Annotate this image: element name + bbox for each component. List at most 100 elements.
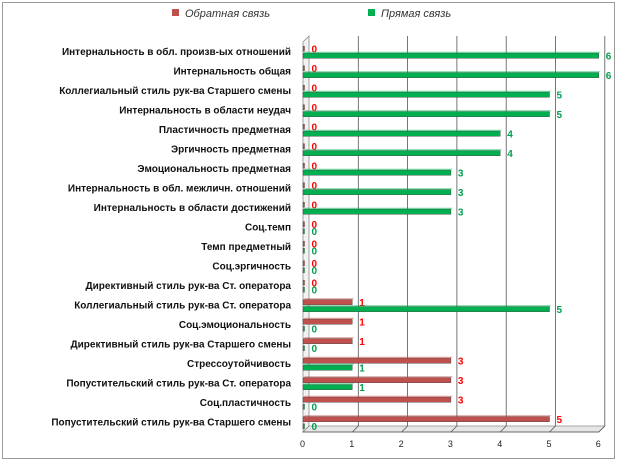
bar-direct-top [303, 207, 453, 210]
data-label-direct: 0 [312, 344, 318, 355]
data-label-reverse: 0 [312, 278, 318, 289]
legend: Обратная связь Прямая связь [0, 8, 619, 24]
data-label-reverse: 1 [359, 298, 365, 309]
bar-direct [302, 53, 599, 59]
bar-direct [302, 170, 452, 176]
gridline-floor [499, 425, 507, 433]
bar-reverse [302, 319, 353, 325]
bar-reverse [302, 280, 305, 286]
data-label-reverse: 3 [458, 376, 464, 387]
x-tick-label: 2 [399, 439, 404, 449]
x-tick-label: 6 [596, 439, 601, 449]
bar-direct-top [303, 149, 503, 151]
data-label-direct: 0 [312, 285, 318, 296]
legend-item-reverse: Обратная связь [172, 8, 270, 20]
bar-direct [302, 306, 550, 312]
gridline-floor [352, 425, 359, 433]
bar-reverse [302, 163, 305, 169]
bar-reverse [302, 124, 305, 130]
bar-direct [302, 228, 305, 234]
x-tick-label: 0 [300, 439, 305, 449]
bar-direct [302, 131, 501, 137]
data-label-direct: 5 [557, 90, 563, 101]
category-label: Соц.эргичность [212, 261, 291, 272]
bar-direct [302, 326, 305, 332]
category-label: Коллегиальный стиль рук-ва Ст. оператора [74, 300, 291, 311]
bar-reverse [302, 65, 305, 71]
category-label: Темп предметный [201, 242, 291, 253]
bar-reverse [302, 221, 305, 227]
x-tick-label: 4 [497, 439, 502, 449]
category-label: Попустительский стиль рук-ва Ст. операто… [66, 378, 291, 389]
bar-reverse [302, 143, 305, 149]
data-label-direct: 0 [312, 324, 318, 335]
data-label-reverse: 1 [359, 337, 365, 348]
bar-reverse [302, 377, 452, 383]
data-label-reverse: 0 [312, 83, 318, 94]
bar-direct [302, 150, 501, 156]
data-label-direct: 5 [557, 305, 563, 316]
bar-direct [302, 384, 353, 390]
data-label-reverse: 0 [312, 259, 318, 270]
data-label-reverse: 0 [312, 220, 318, 231]
data-label-direct: 3 [458, 168, 464, 179]
bar-direct [302, 423, 305, 429]
data-label-direct: 0 [312, 402, 318, 413]
category-label: Соц.эмоциональность [179, 320, 291, 331]
bar-direct [302, 287, 305, 293]
bar-reverse [302, 46, 305, 52]
category-label: Интернальность общая [173, 65, 291, 77]
bar-direct-top [303, 168, 453, 171]
data-label-reverse: 0 [312, 161, 318, 172]
bar-reverse [302, 260, 305, 266]
data-label-reverse: 0 [312, 122, 318, 133]
gridline-floor [401, 425, 408, 433]
x-tick-label: 5 [547, 439, 552, 449]
data-label-direct: 4 [507, 149, 513, 160]
bar-direct [302, 92, 550, 98]
bar-direct-top [303, 71, 601, 73]
bar-direct [302, 111, 550, 117]
x-tick-label: 3 [448, 439, 453, 449]
data-label-reverse: 0 [312, 103, 318, 114]
data-label-direct: 0 [312, 422, 318, 433]
data-label-reverse: 0 [312, 142, 318, 153]
category-label: Интернальность в области достижений [94, 202, 291, 214]
category-label: Эргичность предметная [171, 144, 291, 155]
bar-direct-top [303, 363, 355, 366]
category-label: Интернальность в обл. произв-ых отношени… [62, 46, 291, 58]
gridline-floor [549, 425, 556, 433]
data-label-direct: 4 [507, 129, 513, 140]
bar-reverse [302, 338, 353, 344]
data-label-reverse: 0 [312, 181, 318, 192]
bar-direct [302, 365, 353, 371]
category-label: Соц.пластичность [200, 398, 291, 409]
category-label: Коллегиальный стиль рук-ва Старшего смен… [59, 86, 291, 97]
bar-reverse [302, 85, 305, 91]
data-label-direct: 0 [312, 266, 318, 277]
category-label: Эмоциональность предметная [137, 164, 291, 175]
bar-reverse [302, 104, 305, 110]
bar-direct-top [303, 110, 552, 112]
gridline-floor [450, 425, 458, 433]
bar-reverse [302, 202, 305, 208]
bar-direct [302, 267, 305, 273]
category-label: Пластичность предметная [159, 125, 291, 136]
data-label-reverse: 3 [458, 356, 464, 367]
bar-direct-top [303, 51, 601, 54]
category-label: Соц.темп [245, 222, 291, 233]
data-label-direct: 6 [606, 71, 612, 82]
bar-reverse [302, 241, 305, 247]
bar-reverse [302, 182, 305, 188]
legend-item-direct: Прямая связь [368, 8, 451, 20]
bar-reverse [302, 299, 353, 305]
bar-direct-top [303, 188, 453, 190]
data-label-reverse: 0 [312, 64, 318, 75]
bar-reverse-top [303, 395, 453, 398]
data-label-direct: 6 [606, 51, 612, 62]
category-label: Директивный стиль рук-ва Ст. оператора [86, 281, 292, 292]
bar-reverse-top [303, 376, 453, 378]
legend-label-reverse: Обратная связь [185, 8, 271, 20]
x-tick-label: 1 [349, 439, 354, 449]
